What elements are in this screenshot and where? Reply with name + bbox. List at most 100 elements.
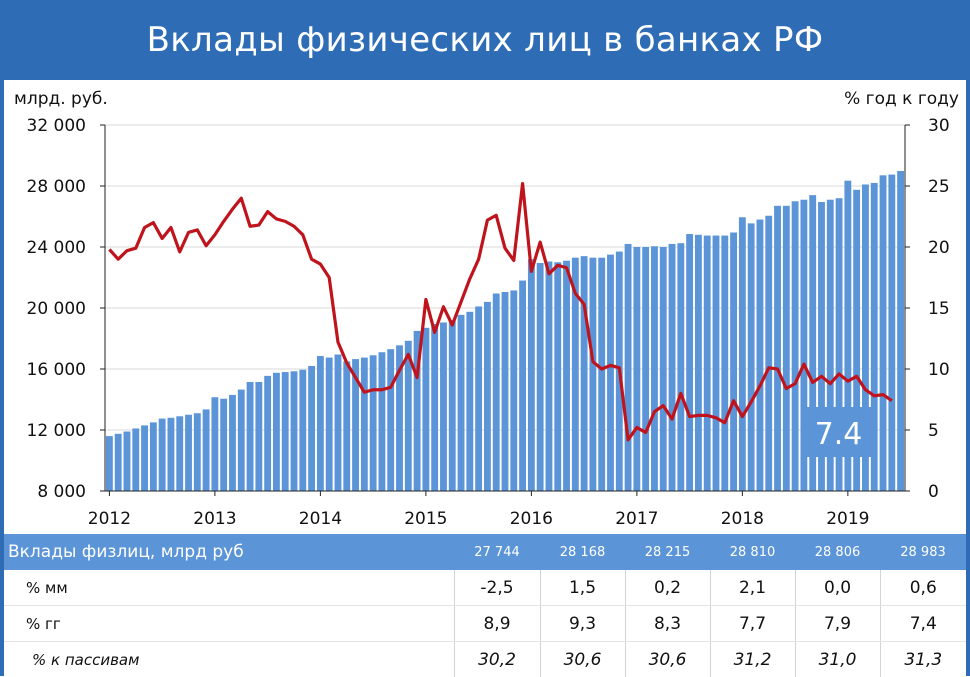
cell-value: -2,5: [454, 570, 540, 606]
bar: [422, 328, 429, 491]
bar: [255, 382, 262, 491]
table-header-value: 28 810: [710, 534, 795, 570]
bar: [431, 324, 438, 491]
bar: [176, 416, 183, 491]
bar: [220, 399, 227, 491]
bar: [335, 355, 342, 491]
bar: [510, 290, 517, 491]
bar: [343, 361, 350, 491]
bar: [308, 366, 315, 491]
x-tick-label: 2018: [721, 509, 764, 529]
bar: [713, 236, 720, 491]
bar: [765, 216, 772, 491]
cell-value: 30,6: [540, 642, 625, 677]
cell-value: 9,3: [540, 606, 625, 642]
stats-table-area: Вклады физлиц, млрд руб 27 744 28 168 28…: [4, 534, 966, 676]
bar: [739, 217, 746, 491]
bar: [774, 206, 781, 491]
bar: [466, 312, 473, 491]
bar: [563, 261, 570, 491]
bar: [669, 244, 676, 491]
cell-value: 7,4: [880, 606, 966, 642]
bar: [730, 233, 737, 491]
bar: [792, 201, 799, 491]
bar: [124, 432, 131, 491]
bar: [651, 246, 658, 491]
bar: [721, 236, 728, 491]
bar: [704, 236, 711, 491]
table-header-value: 28 168: [540, 534, 625, 570]
x-tick-label: 2015: [404, 509, 447, 529]
row-label: % гг: [4, 606, 454, 642]
bar: [581, 256, 588, 491]
last-value-badge-text: 7.4: [815, 417, 863, 452]
right-tick-label: 0: [928, 482, 939, 502]
cell-value: 1,5: [540, 570, 625, 606]
right-tick-label: 30: [928, 116, 950, 136]
row-label: % мм: [4, 570, 454, 606]
cell-value: 7,9: [795, 606, 880, 642]
bar: [273, 373, 280, 491]
bar: [247, 382, 254, 491]
cell-value: 0,6: [880, 570, 966, 606]
row-label: % к пассивам: [4, 642, 454, 677]
left-tick-label: 16 000: [27, 360, 86, 380]
bar: [387, 349, 394, 491]
bar: [475, 306, 482, 491]
bar: [361, 358, 368, 491]
right-tick-label: 15: [928, 299, 950, 319]
bar: [238, 390, 245, 491]
cell-value: 30,2: [454, 642, 540, 677]
bar: [686, 234, 693, 491]
bar: [264, 376, 271, 491]
right-tick-label: 20: [928, 238, 950, 258]
bar: [897, 171, 904, 491]
x-tick-label: 2017: [615, 509, 658, 529]
bar: [229, 395, 236, 491]
bar: [528, 259, 535, 491]
bar: [299, 370, 306, 491]
bar: [449, 320, 456, 491]
right-axis-label: % год к году: [844, 89, 959, 109]
bar: [326, 358, 333, 491]
bar: [642, 247, 649, 491]
bar: [282, 372, 289, 491]
bar: [150, 422, 157, 491]
bar: [695, 235, 702, 491]
left-tick-label: 32 000: [27, 116, 86, 136]
bar: [502, 292, 509, 491]
x-tick-label: 2016: [510, 509, 553, 529]
cell-value: 31,2: [710, 642, 795, 677]
x-tick-label: 2019: [826, 509, 869, 529]
bar: [888, 175, 895, 491]
stats-table: Вклады физлиц, млрд руб 27 744 28 168 28…: [4, 534, 966, 677]
left-tick-label: 12 000: [27, 421, 86, 441]
cell-value: 0,0: [795, 570, 880, 606]
bar: [589, 258, 596, 491]
bar: [598, 258, 605, 491]
cell-value: 8,9: [454, 606, 540, 642]
bar: [106, 436, 113, 491]
bar: [633, 247, 640, 491]
bar: [370, 355, 377, 491]
bar: [493, 294, 500, 491]
table-header-value: 27 744: [454, 534, 540, 570]
right-tick-label: 25: [928, 177, 950, 197]
bar: [458, 315, 465, 491]
bar: [291, 371, 298, 491]
right-tick-label: 10: [928, 360, 950, 380]
table-header-value: 28 215: [625, 534, 710, 570]
cell-value: 30,6: [625, 642, 710, 677]
bar: [625, 244, 632, 491]
bar: [484, 302, 491, 491]
x-tick-label: 2012: [88, 509, 131, 529]
left-tick-label: 20 000: [27, 299, 86, 319]
left-tick-label: 24 000: [27, 238, 86, 258]
bar: [677, 243, 684, 491]
bar: [537, 263, 544, 491]
cell-value: 31,3: [880, 642, 966, 677]
x-tick-label: 2013: [193, 509, 236, 529]
bar: [168, 418, 175, 491]
page-title: Вклады физических лиц в банках РФ: [0, 0, 970, 80]
